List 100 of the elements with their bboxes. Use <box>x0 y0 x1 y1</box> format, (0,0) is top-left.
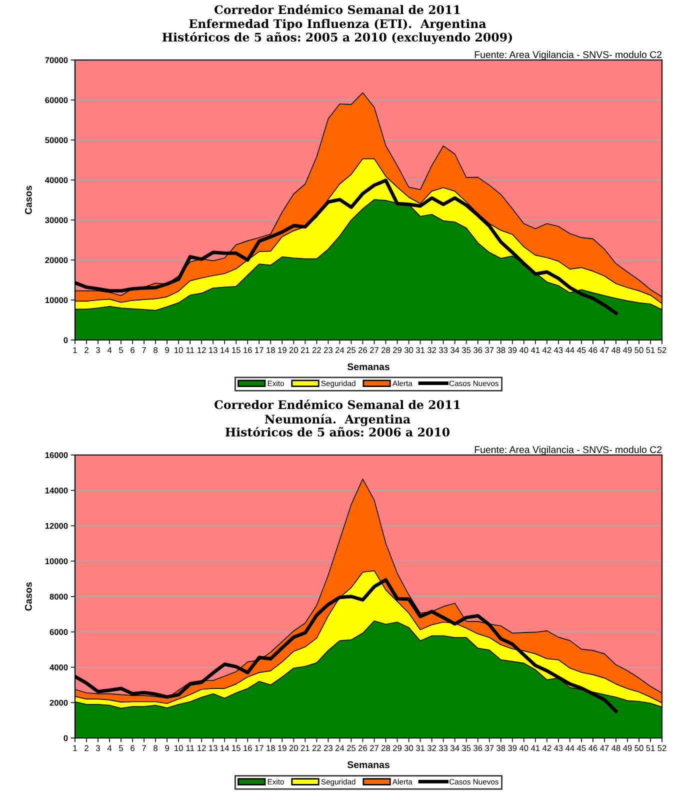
x-tick-label: 32 <box>427 745 436 752</box>
x-tick-label: 7 <box>142 347 146 353</box>
x-tick-label: 3 <box>96 745 100 752</box>
y-tick-label: 60000 <box>45 97 68 104</box>
x-tick-label: 20 <box>289 347 298 354</box>
x-tick-label: 30 <box>404 745 414 752</box>
x-tick-label: 13 <box>209 347 218 354</box>
x-tick-label: 4 <box>107 347 112 353</box>
x-tick-label: 5 <box>119 347 124 354</box>
x-tick-label: 4 <box>107 745 112 751</box>
x-tick-label: 30 <box>404 347 414 354</box>
x-tick-label: 49 <box>623 347 632 354</box>
x-tick-label: 34 <box>450 745 460 752</box>
x-tick-label: 1 <box>73 347 77 353</box>
x-tick-label: 6 <box>130 745 134 752</box>
x-tick-label: 34 <box>450 347 460 354</box>
annotation: Fuente: Area Vigilancia - SNVS- modulo C2 <box>474 446 662 455</box>
y-tick-label: 0 <box>64 735 68 742</box>
x-tick-label: 23 <box>324 347 332 354</box>
x-tick-label: 50 <box>634 347 644 354</box>
x-tick-label: 44 <box>565 745 574 751</box>
x-tick-label: 7 <box>142 745 146 751</box>
x-tick-label: 46 <box>588 745 598 752</box>
x-tick-label: 10 <box>174 745 183 752</box>
x-tick-label: 29 <box>393 347 402 354</box>
x-tick-label: 27 <box>370 745 378 751</box>
x-tick-label: 15 <box>232 347 240 354</box>
y-tick-label: 50000 <box>45 137 68 144</box>
x-tick-label: 12 <box>198 347 206 353</box>
x-tick-label: 35 <box>462 347 471 354</box>
x-tick-label: 48 <box>612 745 620 752</box>
x-tick-label: 2 <box>84 347 88 353</box>
x-tick-label: 19 <box>278 347 286 354</box>
x-tick-label: 35 <box>462 745 471 752</box>
x-tick-label: 22 <box>312 347 321 353</box>
x-tick-label: 11 <box>186 347 194 353</box>
x-tick-label: 41 <box>530 745 540 751</box>
chart-title: Corredor Endémico Semanal de 2011 <box>214 4 460 14</box>
x-tick-label: 41 <box>530 347 540 353</box>
x-tick-label: 51 <box>646 745 655 752</box>
x-tick-label: 11 <box>186 745 194 751</box>
x-tick-label: 46 <box>588 347 598 354</box>
x-tick-label: 36 <box>474 347 482 354</box>
x-tick-label: 39 <box>508 745 517 752</box>
x-tick-label: 44 <box>565 347 574 353</box>
x-tick-label: 18 <box>266 745 275 752</box>
x-axis-title: Semanas <box>347 761 390 768</box>
x-tick-label: 16 <box>244 347 252 354</box>
x-tick-label: 28 <box>382 347 390 354</box>
x-tick-label: 29 <box>393 745 402 752</box>
y-tick-label: 0 <box>64 337 68 344</box>
x-tick-label: 48 <box>612 347 620 354</box>
x-tick-label: 2 <box>84 745 88 751</box>
chart-title: Corredor Endémico Semanal de 2011 <box>214 400 460 410</box>
x-tick-label: 8 <box>154 347 158 354</box>
x-tick-label: 38 <box>496 745 506 752</box>
x-tick-label: 50 <box>634 745 644 752</box>
x-tick-label: 28 <box>382 745 390 752</box>
y-tick-label: 14000 <box>45 488 68 494</box>
x-tick-label: 24 <box>336 347 344 353</box>
x-tick-label: 26 <box>358 745 368 752</box>
x-tick-label: 19 <box>278 745 286 752</box>
x-tick-label: 1 <box>73 745 77 751</box>
x-tick-label: 38 <box>496 347 506 354</box>
y-tick-label: 10000 <box>45 297 68 304</box>
x-tick-label: 51 <box>646 347 655 354</box>
x-tick-label: 14 <box>220 745 230 751</box>
x-tick-label: 32 <box>427 347 436 354</box>
x-tick-label: 5 <box>119 745 124 752</box>
x-tick-label: 17 <box>255 745 264 751</box>
x-tick-label: 52 <box>658 347 666 354</box>
x-tick-label: 8 <box>154 745 158 752</box>
annotation: Fuente: Area Vigilancia - SNVS- modulo C2 <box>474 50 662 60</box>
x-tick-label: 43 <box>554 347 563 354</box>
x-tick-label: 31 <box>416 347 425 354</box>
x-tick-label: 37 <box>485 745 494 752</box>
x-tick-label: 47 <box>600 745 609 751</box>
y-tick-label: 8000 <box>50 594 68 600</box>
x-tick-label: 45 <box>576 745 586 752</box>
x-tick-label: 33 <box>438 745 448 752</box>
y-tick-label: 40000 <box>45 177 68 184</box>
x-tick-label: 21 <box>300 745 310 751</box>
x-tick-label: 6 <box>130 347 134 354</box>
x-tick-label: 37 <box>485 347 494 354</box>
y-tick-label: 20000 <box>45 257 68 264</box>
x-tick-label: 16 <box>244 745 252 752</box>
x-tick-label: 40 <box>519 745 528 752</box>
x-tick-label: 25 <box>347 347 356 354</box>
x-tick-label: 14 <box>220 347 230 353</box>
y-tick-label: 2000 <box>50 700 68 706</box>
x-tick-label: 36 <box>474 745 482 752</box>
x-axis-title: Semanas <box>347 363 390 370</box>
x-tick-label: 52 <box>658 745 666 752</box>
y-tick-label: 70000 <box>45 57 68 64</box>
y-tick-label: 16000 <box>45 452 68 458</box>
x-tick-label: 9 <box>165 347 169 354</box>
x-tick-label: 22 <box>312 745 321 751</box>
x-tick-label: 31 <box>416 745 425 752</box>
x-tick-label: 40 <box>519 347 528 354</box>
x-tick-label: 9 <box>165 745 169 752</box>
